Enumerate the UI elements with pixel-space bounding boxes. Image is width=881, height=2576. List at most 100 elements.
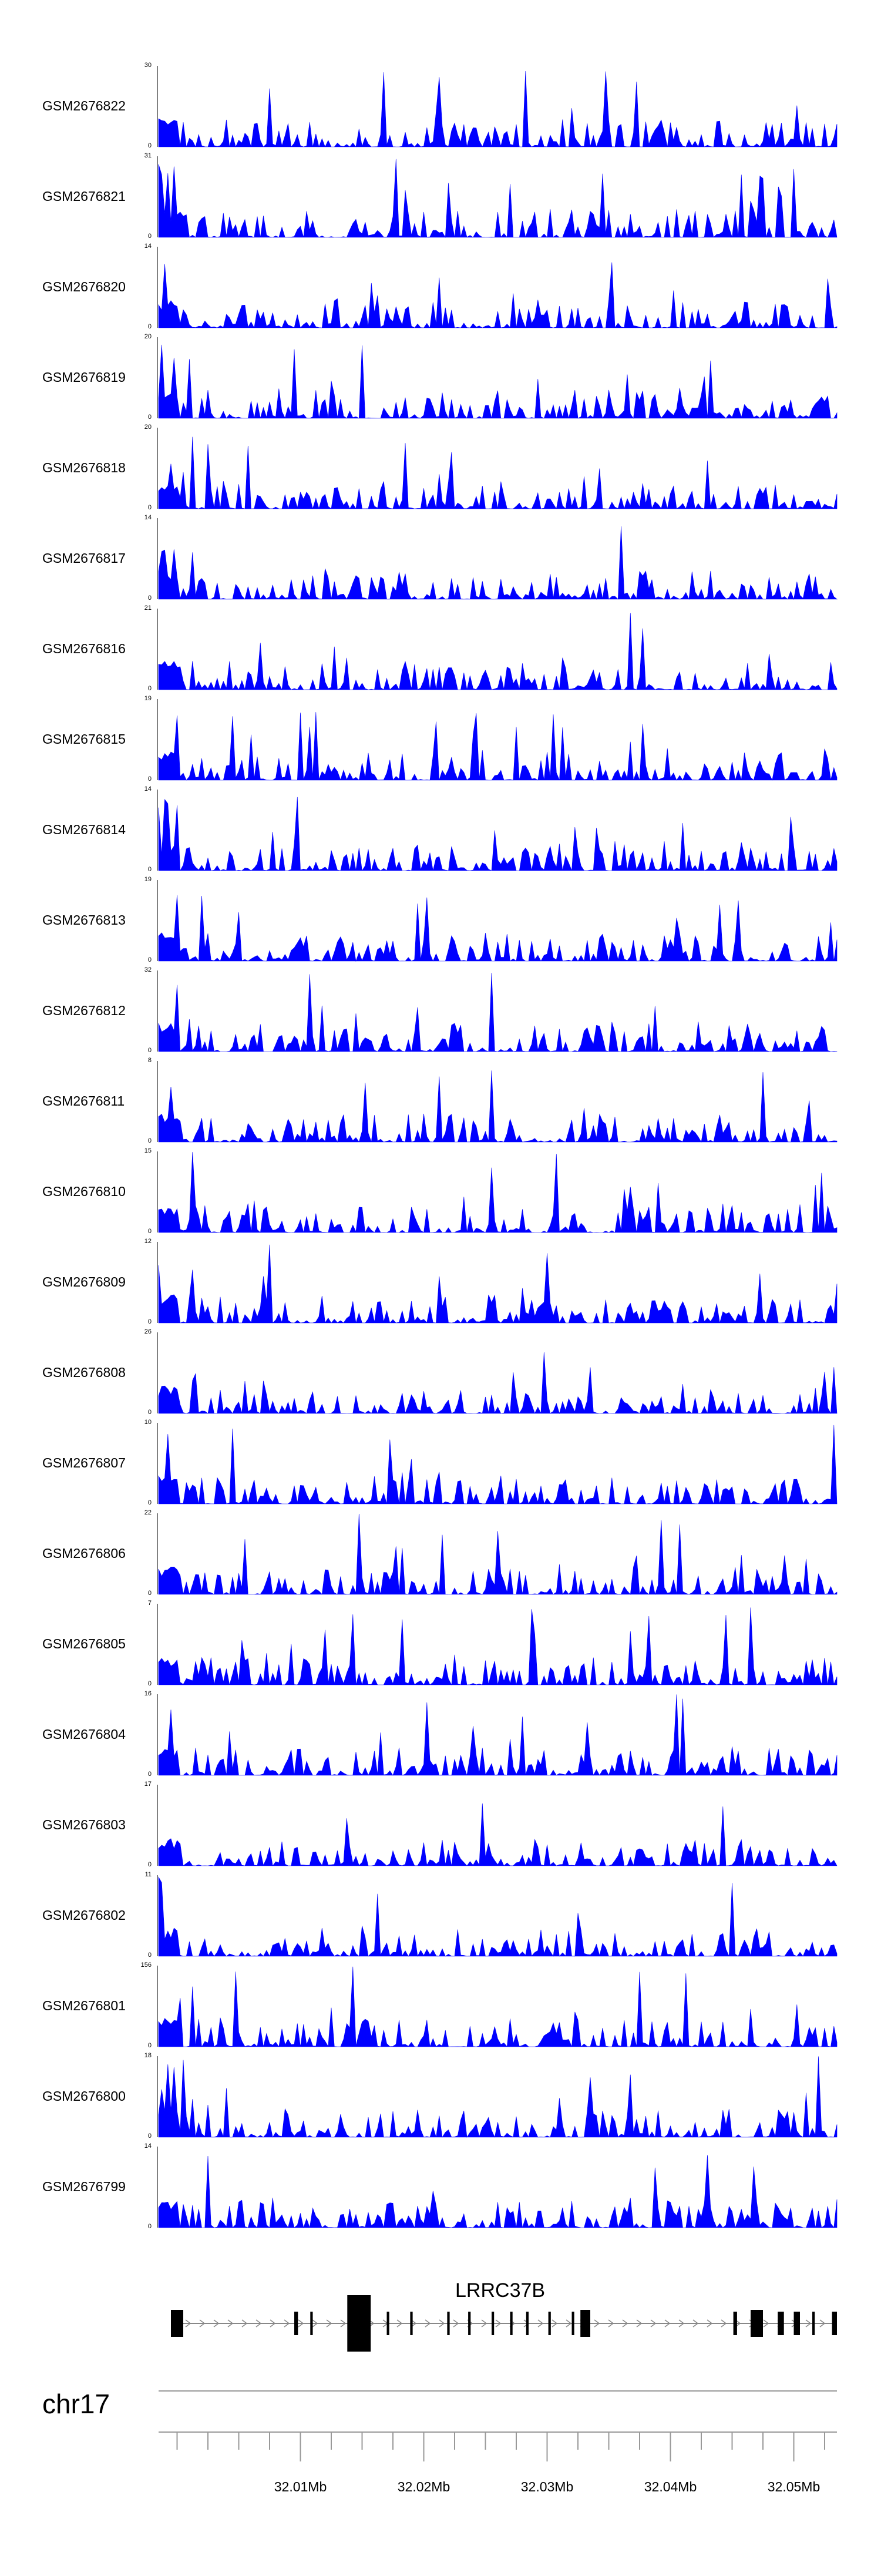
coverage-area: [158, 1694, 838, 1776]
gene-exon: [733, 2312, 737, 2335]
track-label: GSM2676809: [42, 1274, 126, 1289]
gene-exon: [751, 2310, 763, 2337]
track-ymin-label: 0: [147, 2223, 152, 2230]
coverage-area: [158, 1070, 838, 1143]
track-ymax-label: 7: [147, 1600, 152, 1607]
track-label: GSM2676812: [42, 1003, 126, 1018]
track-label: GSM2676801: [42, 1998, 126, 2013]
x-tick-label: 32.04Mb: [644, 2479, 697, 2494]
gene-exon: [812, 2312, 815, 2335]
gene-exon: [171, 2310, 183, 2337]
strand-arrow: [608, 2319, 614, 2328]
track-ymin-label: 0: [147, 1590, 152, 1597]
track-ymin-label: 0: [147, 142, 152, 149]
strand-arrow: [255, 2319, 262, 2328]
gene-exon: [447, 2312, 450, 2335]
strand-arrow: [552, 2319, 558, 2328]
gene-exon: [580, 2310, 590, 2337]
strand-arrow: [763, 2319, 769, 2328]
track-ymin-label: 0: [147, 1771, 152, 1778]
gene-exon: [347, 2295, 371, 2352]
strand-arrow: [396, 2319, 403, 2328]
gene-exon: [492, 2312, 495, 2335]
track-ymax-label: 16: [144, 1690, 152, 1697]
track-ymin-label: 0: [147, 1861, 152, 1868]
coverage-area: [158, 1352, 838, 1415]
strand-arrow: [622, 2319, 628, 2328]
strand-arrow: [805, 2319, 812, 2328]
track-ymin-label: 0: [147, 1499, 152, 1506]
track-ymax-label: 15: [144, 1147, 152, 1154]
strand-arrow: [481, 2319, 487, 2328]
track-ymax-label: 18: [144, 2052, 152, 2059]
coverage-area: [158, 1152, 838, 1234]
coverage-area: [158, 797, 838, 872]
strand-arrow: [312, 2319, 318, 2328]
gene-exon: [832, 2312, 837, 2335]
gene-name: LRRC37B: [455, 2279, 546, 2302]
track-label: GSM2676799: [42, 2179, 126, 2194]
track-label: GSM2676821: [42, 189, 126, 204]
gene-exon: [778, 2312, 784, 2335]
track-label: GSM2676813: [42, 912, 126, 928]
track-label: GSM2676814: [42, 822, 126, 837]
coverage-area: [158, 70, 838, 147]
track-ymin-label: 0: [147, 956, 152, 963]
track-ymax-label: 14: [144, 785, 152, 792]
track-ymin-label: 0: [147, 323, 152, 330]
track-ymin-label: 0: [147, 1409, 152, 1416]
strand-arrow: [227, 2319, 234, 2328]
gene-exon: [310, 2312, 313, 2335]
strand-arrow: [650, 2319, 657, 2328]
track-ymin-label: 0: [147, 1318, 152, 1325]
coverage-area: [158, 613, 838, 691]
strand-arrow: [241, 2319, 248, 2328]
gene-exon: [548, 2312, 551, 2335]
coverage-area: [158, 1425, 838, 1504]
track-label: GSM2676818: [42, 460, 126, 475]
track-ymax-label: 30: [144, 62, 152, 69]
track-ymin-label: 0: [147, 2132, 152, 2140]
track-ymax-label: 12: [144, 1238, 152, 1245]
track-ymax-label: 20: [144, 424, 152, 431]
track-ymin-label: 0: [147, 775, 152, 782]
gene-exon: [510, 2312, 513, 2335]
track-ymin-label: 0: [147, 414, 152, 421]
track-ymin-label: 0: [147, 1228, 152, 1235]
strand-arrow: [707, 2319, 713, 2328]
x-tick-label: 32.03Mb: [520, 2479, 574, 2494]
track-ymax-label: 19: [144, 695, 152, 702]
strand-arrow: [819, 2319, 826, 2328]
track-ymax-label: 14: [144, 2142, 152, 2150]
track-ymin-label: 0: [147, 233, 152, 240]
track-ymin-label: 0: [147, 595, 152, 602]
strand-arrow: [678, 2319, 685, 2328]
track-ymax-label: 11: [144, 1871, 152, 1878]
strand-arrow: [664, 2319, 671, 2328]
track-ymin-label: 0: [147, 1047, 152, 1054]
track-label: GSM2676806: [42, 1546, 126, 1561]
track-ymax-label: 22: [144, 1509, 152, 1516]
strand-arrow: [636, 2319, 643, 2328]
track-ymax-label: 21: [144, 604, 152, 612]
track-ymin-label: 0: [147, 504, 152, 511]
coverage-area: [158, 2056, 838, 2138]
strand-arrow: [566, 2319, 572, 2328]
coverage-area: [158, 344, 838, 419]
track-ymax-label: 10: [144, 1419, 152, 1426]
coverage-area: [158, 1244, 838, 1324]
gene-exon: [526, 2312, 529, 2335]
track-ymax-label: 156: [140, 1962, 152, 1969]
strand-arrow: [594, 2319, 600, 2328]
strand-arrow: [411, 2319, 417, 2328]
track-label: GSM2676807: [42, 1455, 126, 1470]
x-tick-label: 32.05Mb: [767, 2479, 821, 2494]
track-ymin-label: 0: [147, 866, 152, 873]
track-ymax-label: 14: [144, 243, 152, 250]
track-label: GSM2676808: [42, 1365, 126, 1380]
coverage-area: [158, 2155, 838, 2229]
track-ymax-label: 17: [144, 1781, 152, 1788]
strand-arrow: [185, 2319, 191, 2328]
coverage-area: [158, 526, 838, 600]
